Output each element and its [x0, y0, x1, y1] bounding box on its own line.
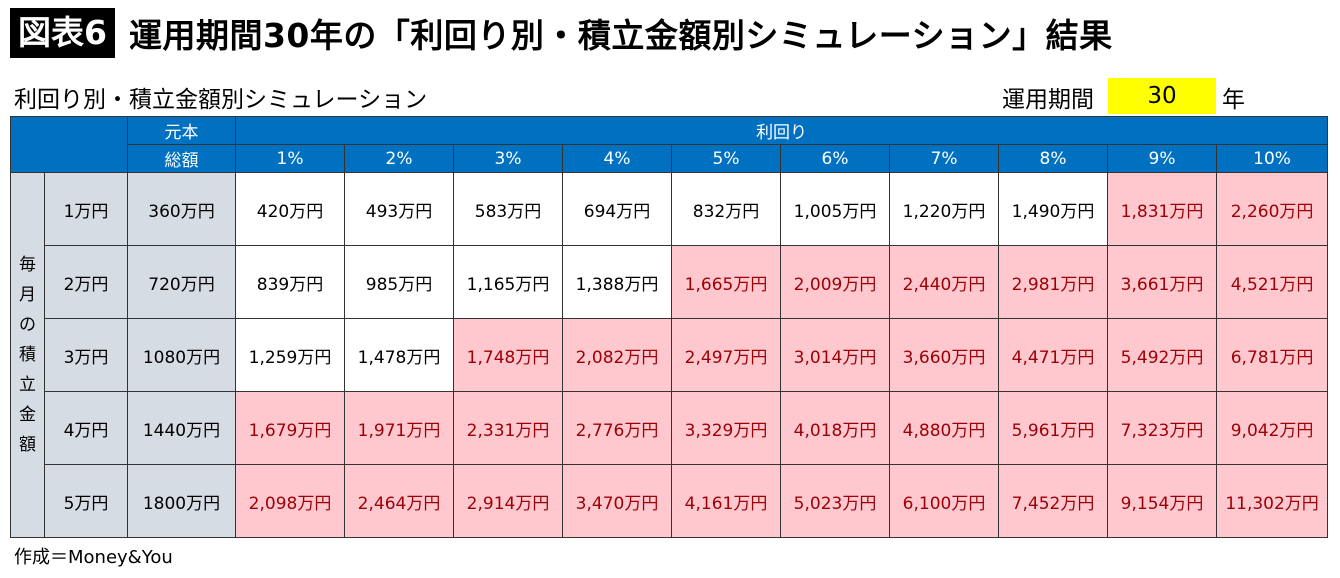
- result-cell: 5,492万円: [1107, 318, 1217, 392]
- result-cell: 2,009万円: [780, 245, 890, 319]
- rate-header-cell: 7%: [889, 144, 999, 173]
- result-cell: 2,082万円: [562, 318, 672, 392]
- principal-cell: 1080万円: [127, 318, 236, 392]
- result-cell: 4,161万円: [671, 464, 781, 538]
- result-cell: 985万円: [344, 245, 454, 319]
- result-cell: 1,971万円: [344, 391, 454, 465]
- result-cell: 2,464万円: [344, 464, 454, 538]
- corner-cell: [10, 116, 128, 173]
- result-cell: 3,014万円: [780, 318, 890, 392]
- figure-header: 図表6 運用期間30年の「利回り別・積立金額別シミュレーション」結果: [10, 8, 1113, 58]
- table-row: 3万円 1080万円 1,259万円 1,478万円 1,748万円 2,082万円 2,4…: [11, 318, 1329, 392]
- result-cell: 1,478万円: [344, 318, 454, 392]
- result-cell: 4,018万円: [780, 391, 890, 465]
- result-cell: 11,302万円: [1215, 464, 1329, 538]
- result-cell: 6,781万円: [1215, 318, 1329, 392]
- principal-cell: 360万円: [127, 172, 236, 246]
- result-cell: 1,748万円: [453, 318, 563, 392]
- footer-credit: 作成＝Money&You: [14, 547, 173, 568]
- monthly-amount-cell: 5万円: [44, 464, 128, 538]
- result-cell: 2,260万円: [1215, 172, 1329, 246]
- period-value: 30: [1108, 78, 1216, 114]
- result-cell: 3,329万円: [671, 391, 781, 465]
- result-cell: 9,154万円: [1107, 464, 1217, 538]
- principal-cell: 1800万円: [127, 464, 236, 538]
- table-row: 2万円 720万円 839万円 985万円 1,165万円 1,388万円 1,665万円 2…: [11, 245, 1329, 319]
- monthly-amount-cell: 4万円: [44, 391, 128, 465]
- result-cell: 1,220万円: [889, 172, 999, 246]
- table-subtitle: 利回り別・積立金額別シミュレーション: [14, 87, 428, 113]
- result-cell: 6,100万円: [889, 464, 999, 538]
- result-cell: 4,521万円: [1215, 245, 1329, 319]
- row-group-char: の: [19, 315, 36, 335]
- result-cell: 4,880万円: [889, 391, 999, 465]
- result-cell: 1,831万円: [1107, 172, 1217, 246]
- result-cell: 2,981万円: [998, 245, 1108, 319]
- result-cell: 2,440万円: [889, 245, 999, 319]
- principal-header-line1: 元本: [127, 116, 236, 145]
- rate-header-cell: 1%: [235, 144, 345, 173]
- figure-title: 運用期間30年の「利回り別・積立金額別シミュレーション」結果: [128, 16, 1113, 55]
- result-cell: 3,660万円: [889, 318, 999, 392]
- result-cell: 1,165万円: [453, 245, 563, 319]
- result-cell: 1,259万円: [235, 318, 345, 392]
- result-cell: 7,323万円: [1107, 391, 1217, 465]
- result-cell: 7,452万円: [998, 464, 1108, 538]
- period-label: 運用期間: [1002, 87, 1094, 113]
- monthly-amount-cell: 3万円: [44, 318, 128, 392]
- rate-header-cell: 5%: [671, 144, 781, 173]
- rate-header-cell: 9%: [1107, 144, 1217, 173]
- table-row: 5万円 1800万円 2,098万円 2,464万円 2,914万円 3,470万円 4,1…: [11, 464, 1329, 538]
- row-group-char: 額: [19, 435, 36, 455]
- result-cell: 2,331万円: [453, 391, 563, 465]
- result-cell: 5,961万円: [998, 391, 1108, 465]
- row-group-char: 毎: [19, 255, 36, 275]
- result-cell: 2,497万円: [671, 318, 781, 392]
- result-cell: 832万円: [671, 172, 781, 246]
- row-group-char: 月: [19, 285, 36, 305]
- result-cell: 1,388万円: [562, 245, 672, 319]
- table-row: 4万円 1440万円 1,679万円 1,971万円 2,331万円 2,776万円 3,3…: [11, 391, 1329, 465]
- result-cell: 2,914万円: [453, 464, 563, 538]
- result-cell: 1,005万円: [780, 172, 890, 246]
- result-cell: 493万円: [344, 172, 454, 246]
- monthly-amount-cell: 1万円: [44, 172, 128, 246]
- rate-header-cell: 2%: [344, 144, 454, 173]
- result-cell: 9,042万円: [1215, 391, 1329, 465]
- principal-cell: 720万円: [127, 245, 236, 319]
- result-cell: 694万円: [562, 172, 672, 246]
- period-unit: 年: [1222, 87, 1245, 113]
- result-cell: 3,661万円: [1107, 245, 1217, 319]
- principal-header-line2: 総額: [127, 144, 236, 173]
- result-cell: 839万円: [235, 245, 345, 319]
- result-cell: 1,490万円: [998, 172, 1108, 246]
- result-cell: 1,679万円: [235, 391, 345, 465]
- row-group-char: 金: [19, 405, 36, 425]
- rate-header-cell: 8%: [998, 144, 1108, 173]
- rate-header-cell: 6%: [780, 144, 890, 173]
- figure-badge: 図表6: [10, 8, 115, 58]
- table-row: 毎月の積立金額 1万円 360万円 420万円 493万円 583万円 694万円 832万円…: [10, 172, 1329, 538]
- rate-header-cell: 10%: [1215, 144, 1329, 173]
- rate-header-cell: 4%: [562, 144, 672, 173]
- rate-header-cell: 3%: [453, 144, 563, 173]
- result-cell: 2,098万円: [235, 464, 345, 538]
- row-group-label: 毎月の積立金額: [10, 172, 45, 538]
- result-cell: 5,023万円: [780, 464, 890, 538]
- row-group-char: 積: [19, 345, 36, 365]
- result-cell: 1,665万円: [671, 245, 781, 319]
- result-cell: 4,471万円: [998, 318, 1108, 392]
- result-cell: 3,470万円: [562, 464, 672, 538]
- result-cell: 420万円: [235, 172, 345, 246]
- monthly-amount-cell: 2万円: [44, 245, 128, 319]
- row-group-char: 立: [19, 375, 36, 395]
- rate-header: 利回り: [234, 116, 1329, 145]
- principal-cell: 1440万円: [127, 391, 236, 465]
- result-cell: 2,776万円: [562, 391, 672, 465]
- result-cell: 583万円: [453, 172, 563, 246]
